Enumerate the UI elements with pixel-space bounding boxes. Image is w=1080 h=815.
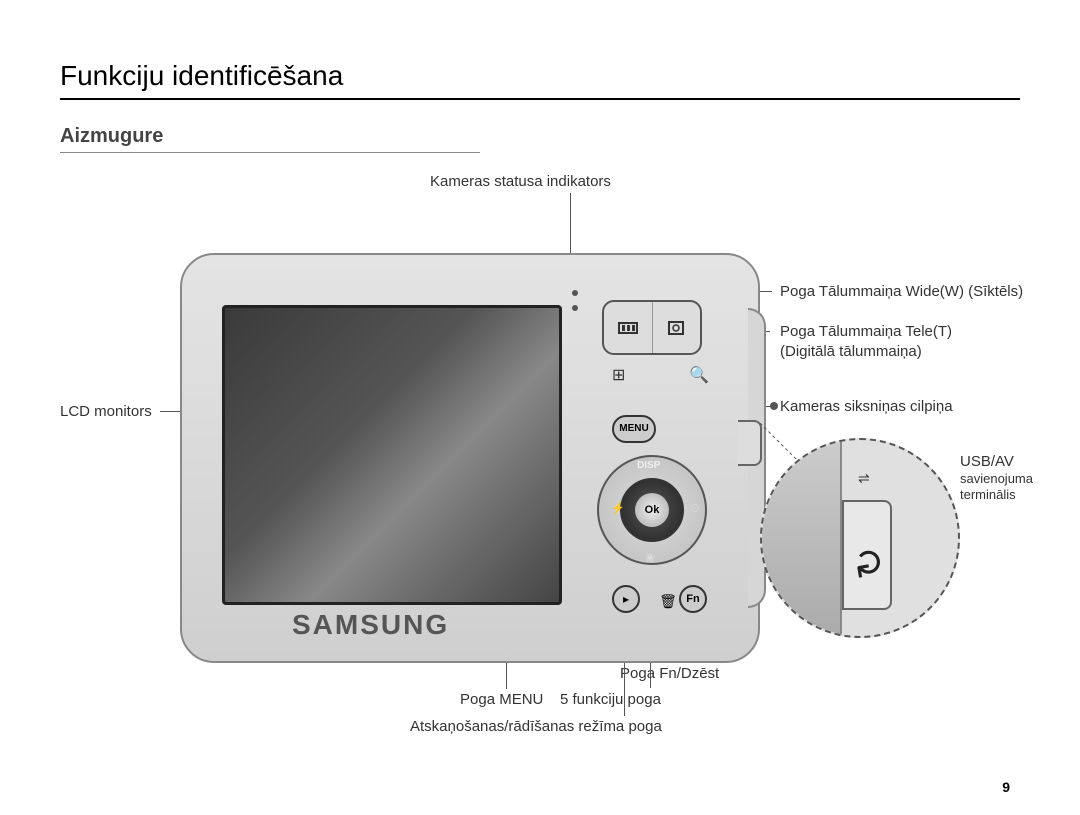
diagram: Kameras statusa indikators LCD monitors …: [60, 173, 1020, 733]
strap-loop: [738, 420, 762, 466]
label-menu: Poga MENU: [460, 691, 543, 708]
leader-dot: [770, 402, 778, 410]
label-zoom-t-2: (Digitālā tālummaiņa): [780, 343, 922, 360]
brand-logo: SAMSUNG: [292, 609, 449, 641]
camera-body: SAMSUNG ⊞🔍 MENU Ok DISP ⚡ ⏲ ❀ ▸ 🗑 Fn: [180, 253, 760, 663]
label-usb-3: terminālis: [960, 487, 1016, 502]
fn-button: Fn: [679, 585, 707, 613]
label-strap: Kameras siksniņas cilpiņa: [780, 398, 953, 415]
zoom-tele-button: [653, 302, 701, 353]
label-fn-del: Poga Fn/Dzēst: [620, 665, 719, 682]
usb-detail-bubble: ↻ ⇌: [760, 438, 960, 638]
flash-icon: ⚡: [610, 501, 625, 515]
label-usb-1: USB/AV: [960, 453, 1014, 470]
label-five: 5 funkciju poga: [560, 691, 661, 708]
usb-panel-side: [762, 440, 842, 638]
label-zoom-t-1: Poga Tālummaiņa Tele(T): [780, 323, 952, 340]
ok-button: Ok: [635, 493, 669, 527]
indicator-dot: [572, 305, 578, 311]
usb-icon: ⇌: [858, 470, 870, 487]
page-title: Funkciju identificēšana: [60, 60, 1020, 100]
zoom-symbols: ⊞🔍: [612, 365, 749, 385]
menu-button: MENU: [612, 415, 656, 443]
disp-label: DISP: [637, 460, 660, 471]
zoom-wide-button: [604, 302, 653, 353]
indicator-dot: [572, 290, 578, 296]
label-usb-2: savienojuma: [960, 471, 1033, 486]
label-lcd: LCD monitors: [60, 403, 152, 420]
label-play: Atskaņošanas/rādīšanas režīma poga: [410, 718, 662, 735]
five-way-inner: Ok: [620, 478, 684, 542]
lcd-screen: [222, 305, 562, 605]
page-number: 9: [1002, 779, 1010, 795]
timer-icon: ⏲: [690, 501, 699, 516]
page-subtitle: Aizmugure: [60, 125, 480, 153]
label-status: Kameras statusa indikators: [430, 173, 611, 190]
zoom-tele-icon: [666, 321, 686, 335]
zoom-wide-icon: [618, 322, 638, 334]
trash-icon: 🗑: [654, 587, 682, 615]
play-button: ▸: [612, 585, 640, 613]
zoom-rocker: [602, 300, 702, 355]
macro-icon: ❀: [645, 551, 655, 565]
label-zoom-w: Poga Tālummaiņa Wide(W) (Sīktēls): [780, 283, 1023, 300]
